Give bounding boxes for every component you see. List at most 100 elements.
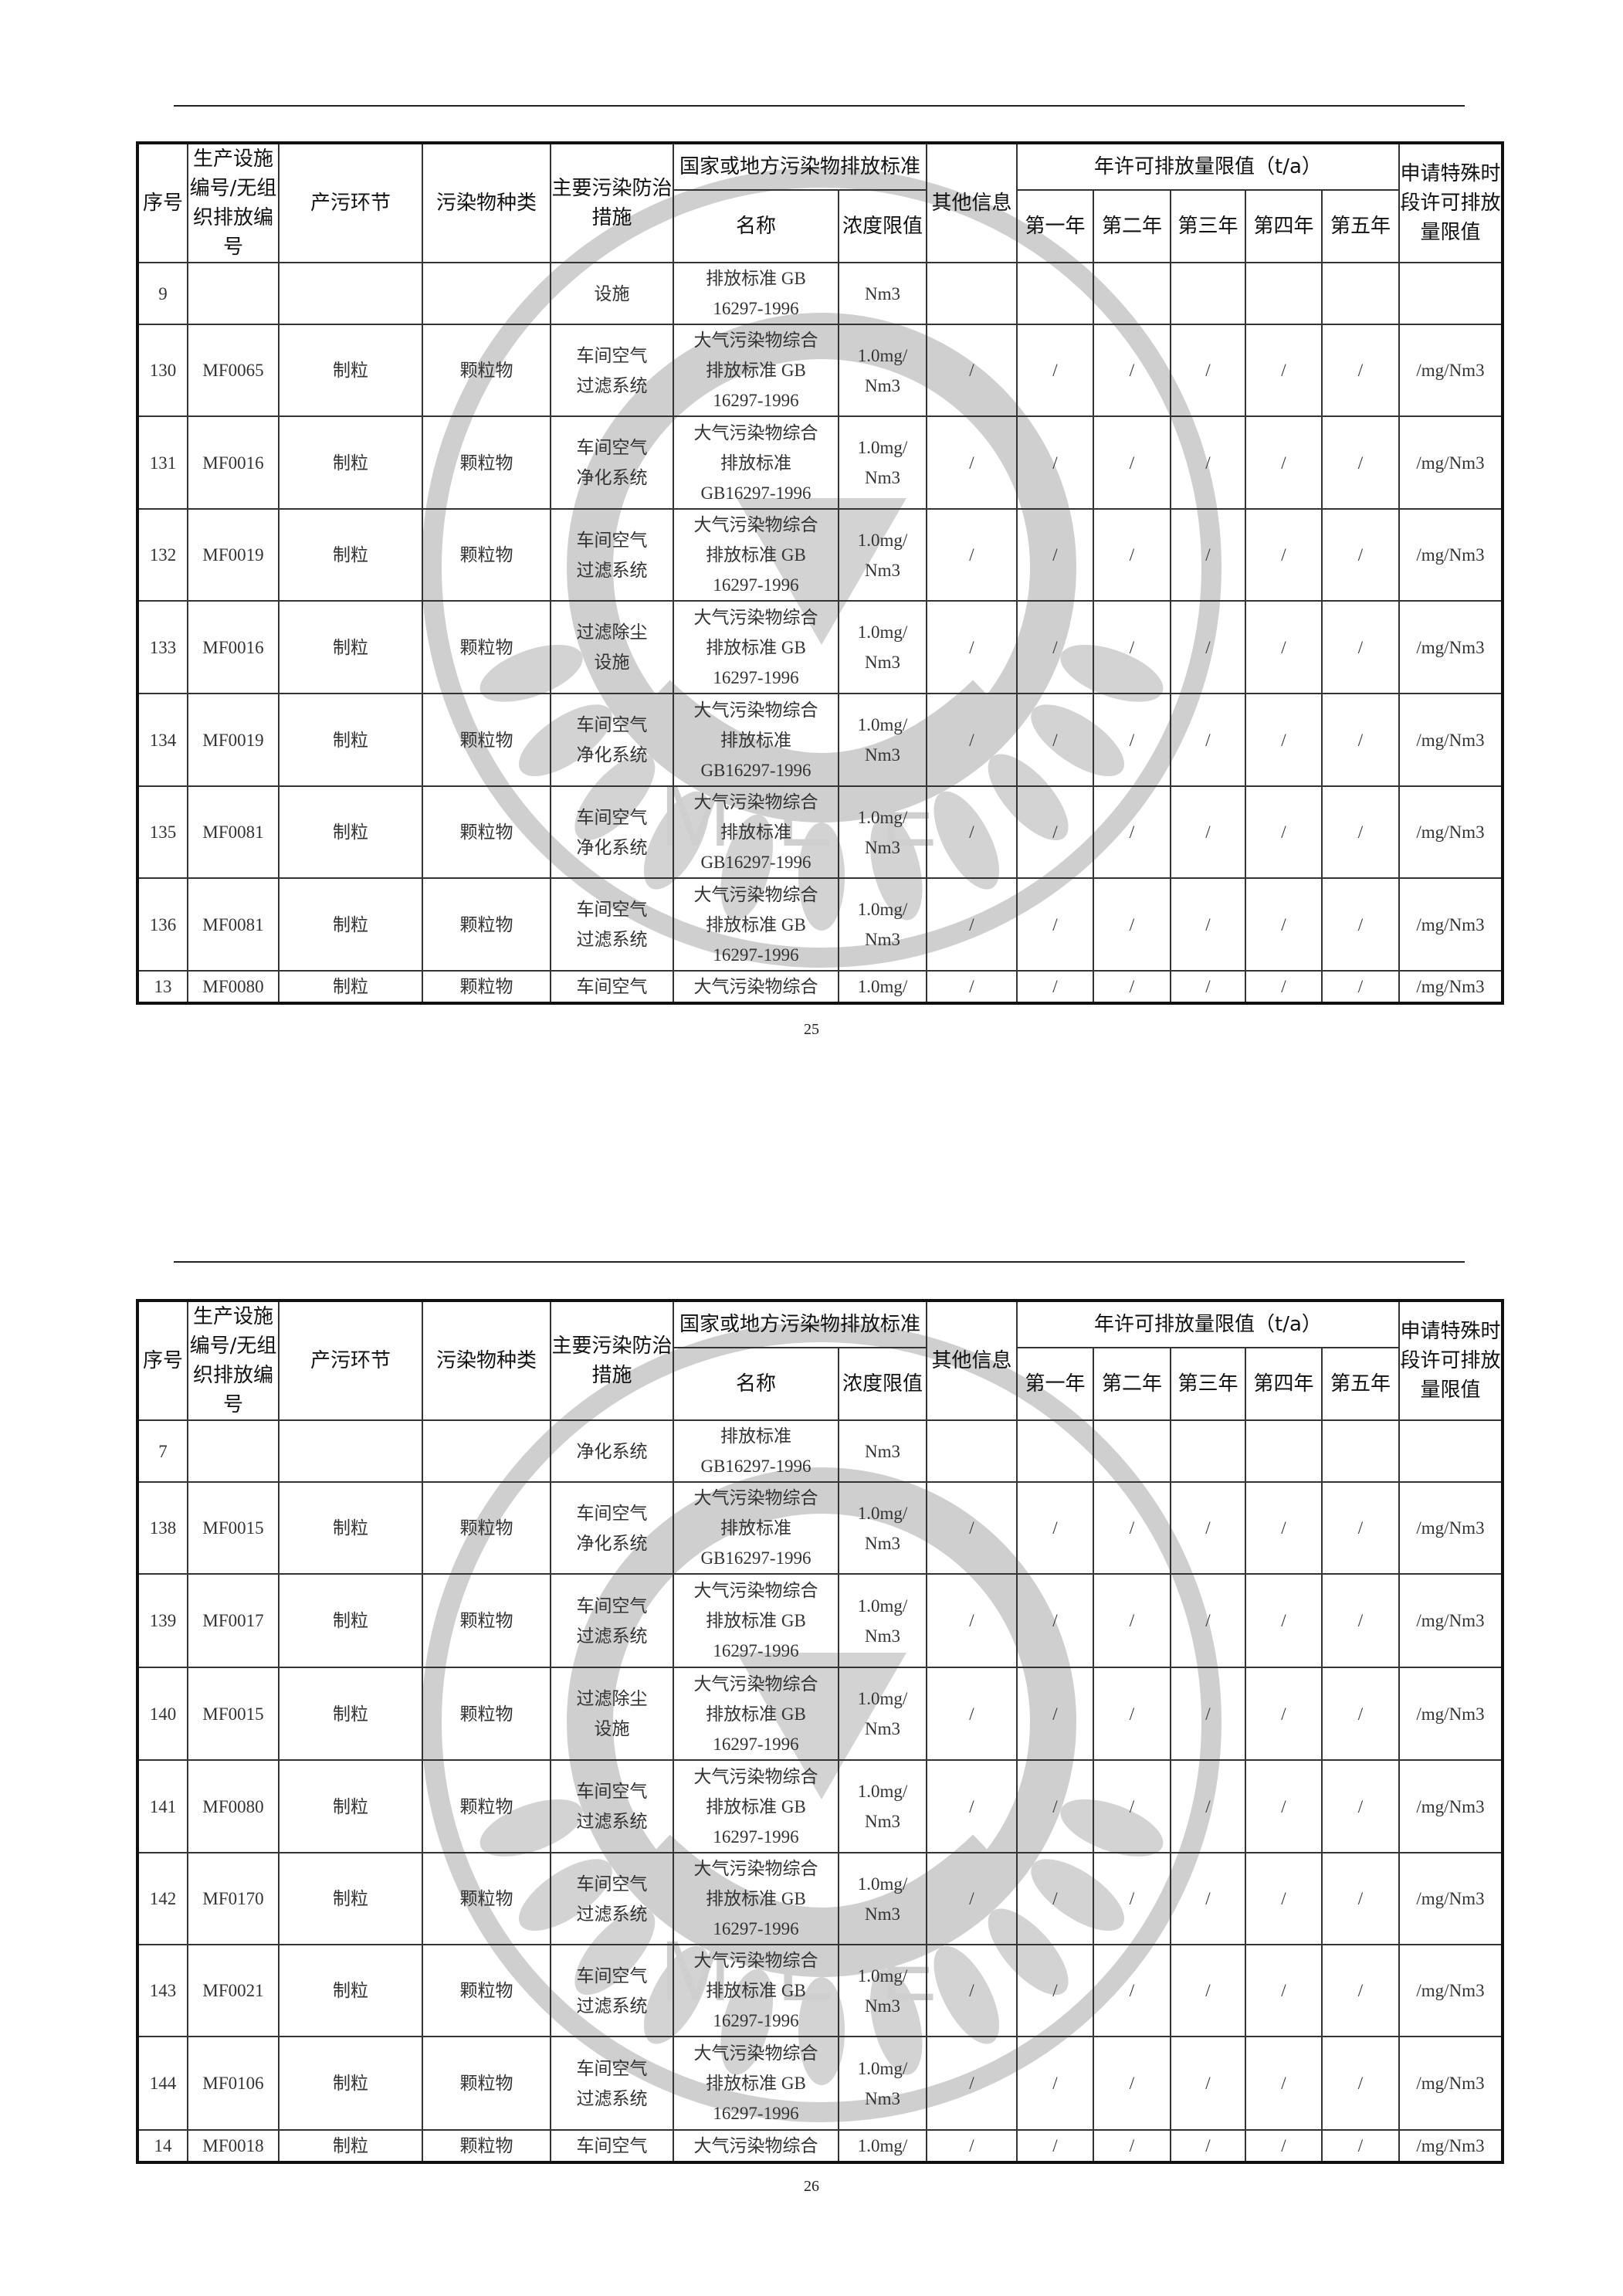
page-number: 26	[804, 2178, 819, 2195]
cell-pollutant: 颗粒物	[422, 2036, 551, 2131]
cell-other: /	[926, 1667, 1018, 1761]
cell-year-1: /	[1016, 1481, 1094, 1575]
header-pollutant: 污染物种类	[422, 1300, 551, 1421]
cell-stage: 制粒	[278, 693, 423, 787]
cell-year-3: /	[1170, 785, 1246, 879]
cell-year-3: /	[1170, 2036, 1246, 2131]
cell-year-3: /	[1170, 1944, 1246, 2037]
cell-concentration: 1.0mg/ Nm3	[838, 693, 927, 787]
cell-control: 车间空气 过滤系统	[550, 877, 674, 972]
header-year-5: 第五年	[1321, 189, 1400, 263]
cell-serial: 133	[137, 600, 188, 694]
cell-other: /	[926, 2036, 1018, 2131]
header-pollutant: 污染物种类	[422, 142, 551, 263]
cell-concentration: 1.0mg/ Nm3	[838, 508, 927, 602]
cell-stage	[278, 262, 423, 325]
cell-control: 车间空气 净化系统	[550, 693, 674, 787]
cell-control: 车间空气 过滤系统	[550, 2036, 674, 2131]
cell-standard-name: 排放标准 GB 16297-1996	[673, 262, 839, 325]
cell-special: /mg/Nm3	[1398, 877, 1503, 972]
cell-other	[926, 1419, 1018, 1483]
cell-year-1: /	[1016, 508, 1094, 602]
cell-stage: 制粒	[278, 970, 423, 1004]
cell-standard-name: 大气污染物综合 排放标准 GB 16297-1996	[673, 1944, 839, 2037]
cell-stage: 制粒	[278, 1852, 423, 1945]
cell-year-3: /	[1170, 415, 1246, 510]
cell-facility-id: MF0018	[187, 2129, 280, 2163]
cell-special: /mg/Nm3	[1398, 1573, 1503, 1668]
cell-year-5: /	[1321, 600, 1400, 694]
cell-year-3: /	[1170, 1852, 1246, 1945]
cell-special: /mg/Nm3	[1398, 324, 1503, 417]
cell-concentration: 1.0mg/ Nm3	[838, 1667, 927, 1761]
cell-serial: 14	[137, 2129, 188, 2163]
cell-control: 净化系统	[550, 1419, 674, 1483]
cell-year-4: /	[1245, 1759, 1323, 1853]
cell-facility-id: MF0080	[187, 970, 280, 1004]
cell-year-2: /	[1093, 970, 1171, 1004]
cell-year-5: /	[1321, 1944, 1400, 2037]
header-special: 申请特殊时段许可排放量限值	[1398, 1300, 1503, 1421]
cell-year-2: /	[1093, 324, 1171, 417]
cell-pollutant: 颗粒物	[422, 415, 551, 510]
header-row: 序号 生产设施编号/无组织排放编号 产污环节 污染物种类 主要污染防治措施 国家或地方污染…	[137, 1299, 1503, 1421]
cell-facility-id: MF0080	[187, 1759, 280, 1853]
cell-year-4: /	[1245, 785, 1323, 879]
header-year-2: 第二年	[1093, 189, 1171, 263]
cell-control: 车间空气 过滤系统	[550, 1852, 674, 1945]
header-facility-id: 生产设施编号/无组织排放编号	[187, 142, 280, 263]
cell-standard-name: 大气污染物综合	[673, 2129, 839, 2163]
cell-other: /	[926, 1852, 1018, 1945]
permit-limits-table: 序号 生产设施编号/无组织排放编号 产污环节 污染物种类 主要污染防治措施 国家或地方污染…	[136, 141, 1504, 1005]
cell-year-2: /	[1093, 415, 1171, 510]
cell-year-3: /	[1170, 324, 1246, 417]
cell-stage: 制粒	[278, 600, 423, 694]
cell-pollutant: 颗粒物	[422, 508, 551, 602]
cell-standard-name: 大气污染物综合 排放标准 GB 16297-1996	[673, 1667, 839, 1761]
cell-year-1: /	[1016, 1944, 1094, 2037]
cell-facility-id: MF0019	[187, 693, 280, 787]
cell-facility-id: MF0019	[187, 508, 280, 602]
cell-year-5: /	[1321, 1573, 1400, 1668]
cell-concentration: 1.0mg/ Nm3	[838, 785, 927, 879]
cell-control: 设施	[550, 262, 674, 325]
cell-control: 车间空气 净化系统	[550, 415, 674, 510]
cell-concentration: Nm3	[838, 1419, 927, 1483]
header-year-5: 第五年	[1321, 1347, 1400, 1421]
cell-concentration: 1.0mg/ Nm3	[838, 1573, 927, 1668]
cell-pollutant: 颗粒物	[422, 600, 551, 694]
cell-year-2: /	[1093, 600, 1171, 694]
cell-other: /	[926, 415, 1018, 510]
cell-year-5: /	[1321, 2036, 1400, 2131]
table-row: 135 MF0081 制粒 颗粒物 车间空气 净化系统 大气污染物综合 排放标准 GB16…	[137, 785, 1503, 879]
cell-standard-name: 大气污染物综合	[673, 970, 839, 1004]
cell-concentration: 1.0mg/ Nm3	[838, 1852, 927, 1945]
page-number: 25	[804, 1021, 819, 1038]
cell-standard-name: 大气污染物综合 排放标准 GB 16297-1996	[673, 508, 839, 602]
cell-facility-id	[187, 262, 280, 325]
cell-control: 车间空气 净化系统	[550, 1481, 674, 1575]
cell-special: /mg/Nm3	[1398, 415, 1503, 510]
cell-year-5: /	[1321, 1852, 1400, 1945]
cell-year-3: /	[1170, 508, 1246, 602]
cell-year-4: /	[1245, 415, 1323, 510]
header-year-4: 第四年	[1245, 1347, 1323, 1421]
cell-year-1: /	[1016, 1573, 1094, 1668]
cell-special: /mg/Nm3	[1398, 1481, 1503, 1575]
cell-facility-id: MF0081	[187, 785, 280, 879]
cell-year-1: /	[1016, 1667, 1094, 1761]
cell-concentration: 1.0mg/ Nm3	[838, 1759, 927, 1853]
cell-special	[1398, 1419, 1503, 1483]
cell-special: /mg/Nm3	[1398, 970, 1503, 1004]
cell-other: /	[926, 1573, 1018, 1668]
cell-serial: 136	[137, 877, 188, 972]
cell-year-1: /	[1016, 2036, 1094, 2131]
cell-special: /mg/Nm3	[1398, 785, 1503, 879]
cell-special: /mg/Nm3	[1398, 2036, 1503, 2131]
cell-y	[1093, 1419, 1171, 1483]
cell-pollutant: 颗粒物	[422, 785, 551, 879]
cell-year-2: /	[1093, 2036, 1171, 2131]
cell-facility-id: MF0065	[187, 324, 280, 417]
cell-year-2: /	[1093, 1944, 1171, 2037]
